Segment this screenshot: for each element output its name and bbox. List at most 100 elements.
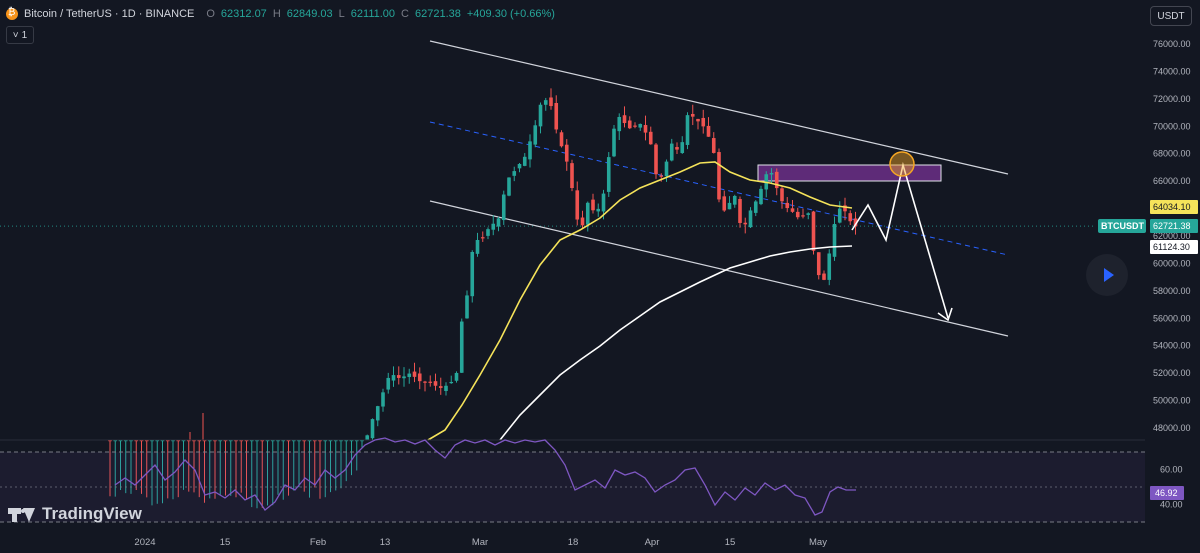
rsi-line — [114, 437, 856, 516]
candle — [580, 210, 585, 228]
indicator-count: 1 — [21, 29, 28, 41]
candle — [816, 252, 821, 280]
candle — [575, 181, 580, 226]
tradingview-logo: TradingView — [8, 504, 142, 524]
candle — [244, 440, 249, 499]
candle — [675, 142, 679, 155]
candle-body — [780, 188, 784, 202]
candle — [234, 440, 238, 498]
chart-legend: Bitcoin / TetherUS · 1D · BINANCE O 62312… — [6, 6, 555, 22]
candle-body — [806, 213, 811, 215]
candle — [769, 168, 774, 184]
y-axis-tick-label: 66000.00 — [1153, 176, 1191, 186]
candle — [633, 122, 637, 129]
rsi-tick-label: 40.00 — [1160, 500, 1183, 510]
candle-body — [129, 440, 133, 442]
currency-button[interactable]: USDT — [1150, 6, 1192, 26]
candle — [192, 440, 196, 493]
candle — [480, 231, 485, 242]
candle — [428, 375, 433, 387]
candle-body — [811, 211, 816, 251]
candle-body — [144, 440, 149, 442]
candle-body — [790, 208, 795, 212]
candle — [554, 95, 559, 134]
candle — [297, 440, 301, 488]
candle-body — [202, 440, 207, 442]
candle-body — [465, 295, 469, 319]
candle — [738, 196, 742, 228]
candle — [701, 109, 706, 134]
candle — [564, 139, 569, 171]
candle-body — [743, 222, 748, 225]
candle — [396, 366, 401, 385]
candle-body — [591, 199, 595, 211]
candle-body — [659, 175, 664, 177]
y-axis-tick-label: 52000.00 — [1153, 368, 1191, 378]
candle — [486, 227, 490, 240]
candle — [218, 440, 223, 496]
candle-body — [827, 253, 832, 280]
candle-body — [785, 202, 790, 209]
candle-body — [118, 440, 123, 442]
candle-body — [438, 386, 443, 388]
candle-body — [585, 202, 590, 225]
candle — [381, 388, 385, 412]
candle-body — [711, 138, 716, 153]
candle-body — [407, 373, 412, 378]
candle-body — [690, 113, 695, 117]
candle — [722, 190, 727, 212]
candle — [570, 159, 574, 192]
candle-body — [543, 100, 548, 105]
candle-body — [538, 104, 543, 127]
candle — [165, 440, 170, 499]
candle-body — [664, 161, 669, 177]
candle — [155, 440, 160, 504]
candle-body — [822, 273, 826, 280]
candle-body — [612, 128, 616, 157]
candle-body — [344, 440, 349, 442]
candle — [648, 126, 653, 145]
candle-body — [139, 440, 144, 442]
candle — [706, 117, 711, 137]
candle-body — [627, 120, 632, 129]
candle — [533, 120, 538, 148]
candle — [696, 118, 700, 130]
candle-body — [617, 116, 622, 132]
ma-20-line — [427, 161, 853, 441]
candle — [517, 162, 522, 173]
candle-body — [848, 213, 853, 222]
candle-body — [402, 376, 406, 379]
candle-body — [738, 199, 742, 223]
candle-body — [801, 215, 805, 217]
candle-body — [486, 229, 490, 236]
candle-body — [648, 131, 653, 145]
indicator-toggle-button[interactable]: ˅ 1 — [6, 26, 34, 44]
candle-body — [564, 144, 569, 162]
projection-path — [851, 161, 949, 319]
candle — [470, 250, 475, 303]
candle — [669, 138, 674, 162]
rsi-badge-label: 46.92 — [1155, 488, 1178, 498]
candle-body — [134, 440, 139, 442]
candle-body — [795, 211, 800, 218]
symbol-title[interactable]: Bitcoin / TetherUS · 1D · BINANCE — [24, 8, 195, 20]
candle-body — [701, 117, 706, 127]
candle — [160, 440, 165, 504]
candle-body — [333, 440, 338, 442]
x-axis-tick-label: Feb — [310, 537, 326, 548]
price-badge: 61124.30 — [1150, 240, 1198, 254]
candle — [727, 196, 732, 210]
candle-body — [491, 223, 496, 230]
x-axis-tick-label: 15 — [220, 537, 231, 548]
candle-body — [596, 208, 601, 212]
candle — [743, 217, 748, 234]
candle — [785, 197, 790, 213]
candle — [811, 210, 816, 255]
candle-body — [270, 440, 275, 442]
candle — [391, 366, 396, 387]
play-button[interactable] — [1086, 254, 1128, 296]
close-value: 62721.38 — [414, 8, 461, 20]
y-axis-tick-label: 54000.00 — [1153, 341, 1191, 351]
